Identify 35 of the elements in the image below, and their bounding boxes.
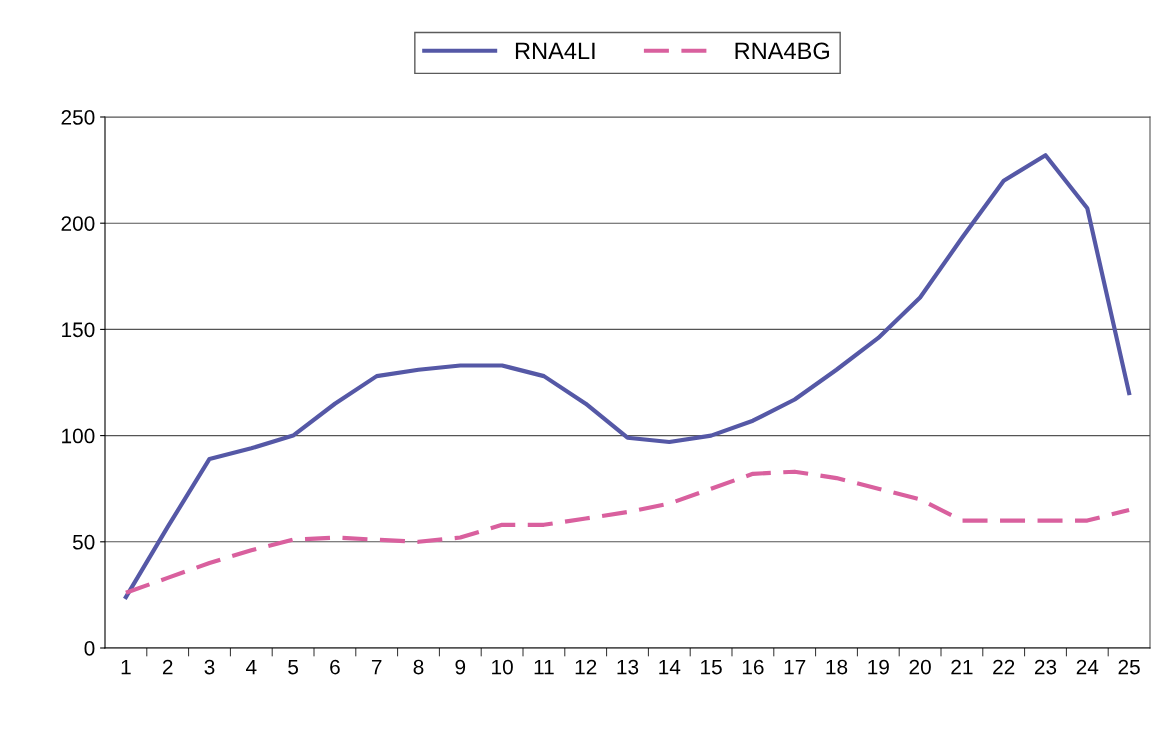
x-tick-label: 20 — [909, 659, 931, 675]
line-series — [123, 469, 1132, 595]
line-series — [123, 153, 1132, 600]
x-tick-label: 5 — [288, 659, 299, 675]
x-tick-label: 11 — [534, 659, 554, 675]
x-tick-label: 4 — [245, 659, 257, 675]
x-tick-label: 10 — [492, 659, 513, 675]
x-tick-label: 18 — [826, 659, 848, 675]
x-tick-label: 3 — [204, 659, 215, 675]
x-tick-label: 9 — [455, 659, 466, 675]
x-tick-label: 25 — [1118, 659, 1140, 675]
x-tick-label: 19 — [868, 659, 889, 675]
x-tick-label: 17 — [784, 659, 806, 675]
x-tick-label: 24 — [1076, 659, 1099, 675]
y-tick-label: 150 — [62, 322, 95, 338]
x-tick-label: 23 — [1034, 659, 1057, 675]
y-tick-label: 200 — [61, 216, 95, 231]
x-tick-label: 16 — [742, 659, 764, 675]
y-tick-label: 0 — [84, 641, 95, 656]
x-tick-label: 8 — [413, 659, 424, 675]
y-tick-label: 100 — [62, 428, 95, 444]
x-tick-label: 15 — [701, 659, 722, 675]
x-tick-label: 2 — [162, 659, 173, 675]
x-tick-label: 13 — [617, 659, 639, 675]
x-tick-label: 7 — [371, 659, 382, 675]
legend-label: RNA4BG — [735, 42, 829, 60]
x-tick-label: 6 — [330, 659, 340, 675]
x-tick-label: 21 — [951, 659, 973, 675]
x-tick-label: 14 — [659, 659, 681, 675]
y-tick-label: 50 — [72, 534, 95, 550]
x-tick-label: 1 — [121, 659, 131, 675]
legend-label: RNA4LI — [515, 42, 595, 59]
x-tick-label: 22 — [993, 659, 1015, 675]
y-tick-label: 250 — [61, 110, 95, 125]
x-tick-label: 12 — [575, 659, 597, 675]
